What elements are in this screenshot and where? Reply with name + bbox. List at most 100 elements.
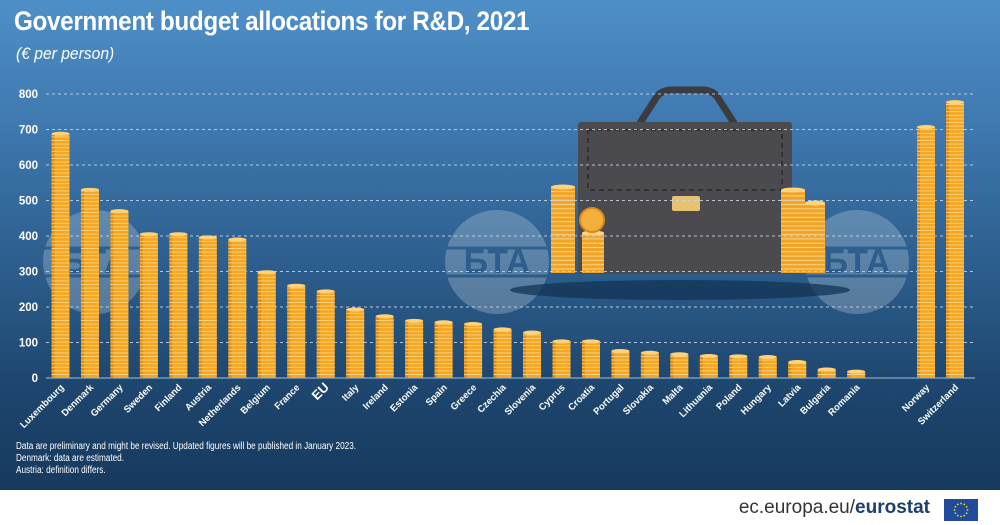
footer-domain: ec.europa.eu/ [738, 497, 856, 518]
bar-shade [670, 354, 674, 378]
x-tick-label: Portugal [592, 382, 627, 417]
coin-stack-decoration [551, 184, 575, 273]
bar-top [817, 367, 836, 372]
bar [316, 289, 335, 378]
footnote: Data are preliminary and might be revise… [16, 441, 357, 452]
bar-top [257, 270, 276, 275]
bar-body [464, 324, 483, 378]
x-tick-label: Sweden [122, 382, 155, 415]
bar-shade [287, 285, 291, 378]
bar [198, 235, 217, 378]
bar [493, 327, 512, 378]
bar-top [169, 232, 188, 237]
y-tick-label: 300 [19, 267, 38, 279]
flag-star [953, 509, 956, 511]
bar-top [346, 307, 365, 312]
bar-shade [788, 362, 792, 378]
bar-shade [110, 211, 114, 378]
coin-stack-decoration [781, 187, 805, 273]
bar-top [375, 314, 394, 319]
x-tick-label: Ireland [361, 382, 391, 412]
bar-top [110, 209, 129, 214]
bar [80, 187, 99, 378]
bar [788, 360, 807, 378]
flag-star [965, 512, 968, 515]
chart-background [0, 0, 1000, 490]
bar-top [758, 355, 777, 360]
flag-star [954, 505, 957, 508]
bar-top [287, 283, 306, 288]
bar-top [917, 125, 935, 130]
x-tick-label: Spain [424, 382, 450, 408]
bar-chart: БТАБТАБТА0100200300400500600700800Luxemb… [18, 86, 975, 431]
chart-subtitle: (€ per person) [16, 44, 115, 63]
bar-top [611, 349, 630, 354]
flag-star [965, 505, 968, 508]
flag-star [960, 502, 962, 505]
bar [729, 354, 748, 378]
bar [758, 355, 777, 378]
x-tick-label: Lithuania [677, 382, 715, 420]
bar-top [847, 369, 866, 374]
footer-brand: eurostat [855, 497, 930, 518]
watermark-text: БТА [824, 243, 891, 281]
coin-stack-decoration [582, 230, 604, 273]
bar-body [346, 309, 365, 378]
flag-star [963, 503, 966, 506]
x-tick-label: Finland [153, 382, 185, 414]
bar-shade [80, 189, 84, 378]
y-tick-label: 400 [19, 231, 38, 243]
x-tick-label: Germany [89, 382, 126, 419]
bar-body [788, 362, 807, 378]
bar [139, 232, 158, 378]
x-tick-label: Slovakia [621, 382, 657, 418]
y-tick-label: 0 [32, 373, 38, 385]
footnote: Austria: definition differs. [16, 465, 106, 476]
x-tick-label: Latvia [776, 382, 804, 410]
bar-shade [257, 272, 261, 378]
bar [169, 232, 188, 378]
x-tick-label: Estonia [388, 382, 421, 415]
bar-top [198, 235, 217, 240]
bar [699, 353, 718, 378]
bar-shade [198, 237, 202, 378]
bar-body [228, 239, 247, 378]
bar [375, 314, 394, 378]
flag-star [956, 503, 959, 506]
bar [581, 339, 600, 378]
x-tick-label: Hungary [739, 382, 775, 418]
bar-top [80, 187, 99, 192]
bar-body [523, 332, 542, 378]
bar-body [493, 329, 512, 378]
y-tick-label: 600 [19, 160, 38, 172]
bar-top [405, 318, 424, 323]
x-tick-label: Luxembourg [18, 382, 67, 431]
eurostat-link[interactable]: ec.europa.eu/eurostat [739, 497, 930, 519]
flag-star [960, 515, 962, 518]
footnotes: Data are preliminary and might be revise… [16, 441, 356, 477]
bar-top [523, 330, 542, 335]
bar-shade [493, 329, 497, 378]
bar-body [946, 102, 964, 378]
coin-top [781, 187, 805, 193]
bar [523, 330, 542, 378]
briefcase-clasp [672, 196, 700, 211]
bar-shade [523, 332, 527, 378]
bar-top [670, 352, 689, 357]
flag-star [963, 514, 966, 517]
y-tick-label: 500 [19, 196, 38, 208]
bar-top [581, 339, 600, 344]
briefcase-shadow [510, 280, 850, 300]
bar-shade [640, 352, 644, 378]
bar [434, 320, 453, 378]
coin-stack-body [781, 190, 805, 273]
coin-stack-body [805, 203, 825, 273]
bar-top [493, 327, 512, 332]
y-tick-label: 200 [19, 302, 38, 314]
bar-top [788, 360, 807, 365]
coin-top [805, 200, 825, 206]
y-tick-label: 100 [19, 338, 38, 350]
bar [405, 318, 424, 378]
bar [670, 352, 689, 378]
